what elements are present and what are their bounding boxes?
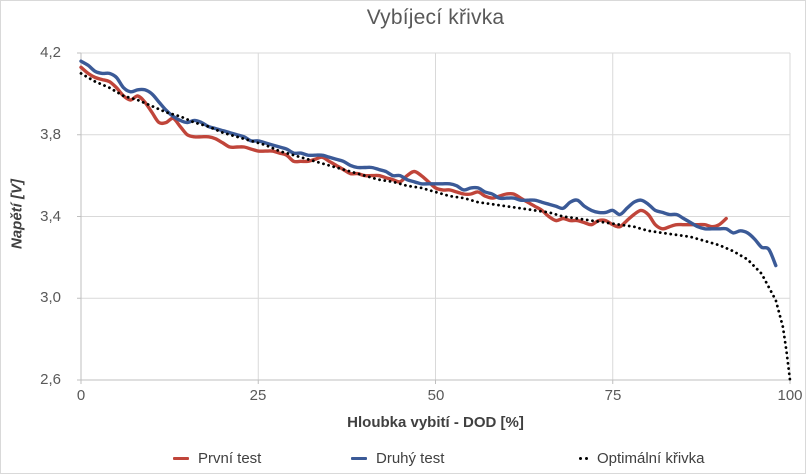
x-tick-label: 75 [604, 387, 622, 404]
dotted-line-swatch-icon [579, 456, 588, 460]
chart-title: Vybíjecí křivka [366, 6, 505, 29]
legend-label: Druhý test [376, 449, 445, 467]
x-axis-title: Hloubka vybití - DOD [%] [347, 414, 524, 431]
y-tick-label: 4,2 [40, 44, 61, 61]
x-tick-label: 25 [249, 387, 267, 404]
legend-item-optimal-curve: Optimální křivka [579, 448, 705, 468]
y-tick-label: 2,6 [40, 371, 61, 388]
red-line-swatch-icon [173, 456, 189, 460]
legend-item-first-test: První test [173, 448, 261, 468]
x-tick-label: 50 [427, 387, 445, 404]
x-tick-label: 0 [76, 387, 86, 404]
y-tick-label: 3,8 [40, 126, 61, 143]
y-axis-title: Napětí [V] [8, 178, 26, 250]
y-tick-label: 3,4 [40, 208, 61, 225]
legend-item-second-test: Druhý test [351, 448, 444, 468]
blue-line-swatch-icon [351, 456, 367, 460]
legend-label: Optimální křivka [597, 449, 705, 467]
y-tick-label: 3,0 [40, 289, 61, 306]
legend-label: První test [198, 449, 262, 467]
x-tick-label: 100 [777, 387, 803, 404]
